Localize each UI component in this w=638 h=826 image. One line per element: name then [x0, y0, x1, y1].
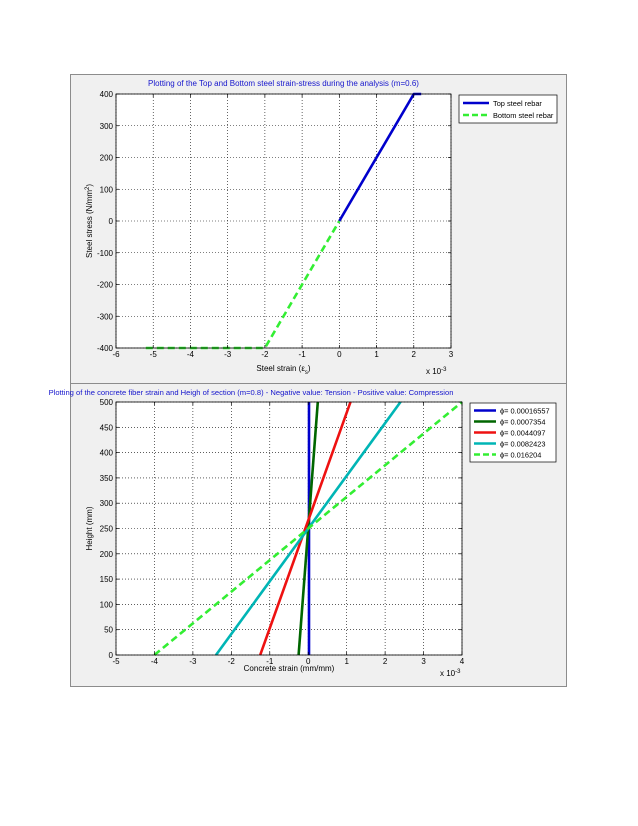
y-tick-label: 400	[100, 449, 114, 458]
y-tick-label: 200	[100, 550, 114, 559]
x-axis-multiplier: x 10-3	[426, 367, 447, 376]
y-tick-label: 400	[100, 90, 114, 99]
x-tick-label: -4	[187, 350, 195, 359]
y-axis-label: Height (mm)	[85, 506, 94, 550]
x-tick-label: -3	[224, 350, 232, 359]
x-axis-multiplier-exponent: -3	[441, 367, 447, 373]
y-tick-label: 500	[100, 398, 114, 407]
legend-box	[458, 94, 558, 124]
x-axis-multiplier-exponent: -3	[455, 669, 461, 675]
x-axis-label-end: )	[308, 364, 311, 373]
y-tick-label: 300	[100, 122, 114, 131]
y-tick-label: -200	[97, 281, 114, 290]
x-tick-label: 1	[374, 350, 379, 359]
series-line-5	[153, 400, 463, 657]
y-tick-label: 100	[100, 600, 114, 609]
y-tick-label: 250	[100, 525, 114, 534]
y-tick-label: 0	[109, 217, 114, 226]
y-tick-label: -100	[97, 249, 114, 258]
y-axis-label-end: )	[85, 184, 94, 187]
y-tick-label: 300	[100, 499, 114, 508]
legend-label-2: Bottom steel rebar	[493, 111, 554, 120]
x-tick-label: -5	[150, 350, 158, 359]
chart-title: Plotting of the concrete fiber strain an…	[49, 388, 454, 397]
plot-area	[116, 94, 451, 348]
x-tick-label: -3	[189, 657, 197, 666]
legend-label-1: Top steel rebar	[493, 99, 542, 108]
concrete-strain-height-chart: Plotting of the concrete fiber strain an…	[49, 388, 557, 678]
series-line-3	[258, 401, 352, 656]
x-axis-label-subscript: s	[305, 370, 308, 376]
x-axis-multiplier: x 10-3	[440, 669, 461, 678]
legend-label-4: ϕ= 0.0082423	[500, 440, 545, 449]
x-axis-label: Concrete strain (mm/mm)	[244, 664, 335, 673]
x-tick-label: 0	[306, 657, 311, 666]
legend-label-1: ϕ= 0.00016557	[500, 407, 550, 416]
x-tick-label: -1	[266, 657, 274, 666]
x-tick-label: 2	[383, 657, 388, 666]
y-axis-label: Steel stress (N/mm2)	[85, 184, 94, 258]
y-tick-label: 150	[100, 575, 114, 584]
x-tick-label: -2	[228, 657, 236, 666]
y-tick-label: 350	[100, 474, 114, 483]
figure-divider	[70, 383, 567, 384]
steel-strain-stress-chart: Plotting of the Top and Bottom steel str…	[85, 79, 558, 376]
x-tick-label: -1	[299, 350, 307, 359]
y-axis-label-superscript: 2	[85, 186, 91, 190]
x-tick-label: 0	[337, 350, 342, 359]
y-tick-label: -300	[97, 312, 114, 321]
x-tick-label: 2	[412, 350, 417, 359]
x-tick-label: 3	[449, 350, 454, 359]
legend-label-2: ϕ= 0.0007354	[500, 418, 545, 427]
x-tick-label: -5	[112, 657, 120, 666]
legend-label-3: ϕ= 0.0044097	[500, 429, 545, 438]
y-tick-label: 100	[100, 185, 114, 194]
x-tick-label: 4	[460, 657, 465, 666]
x-tick-label: 1	[344, 657, 349, 666]
x-tick-label: -4	[151, 657, 159, 666]
y-tick-label: -400	[97, 344, 114, 353]
y-tick-label: 0	[109, 651, 114, 660]
legend-label-5: ϕ= 0.016204	[500, 451, 541, 460]
x-tick-label: 3	[421, 657, 426, 666]
x-axis-label: Steel strain (εs)	[256, 364, 310, 376]
chart-title: Plotting of the Top and Bottom steel str…	[148, 79, 419, 88]
x-tick-label: -6	[112, 350, 120, 359]
y-tick-label: 450	[100, 423, 114, 432]
x-tick-label: -2	[261, 350, 269, 359]
y-tick-label: 50	[104, 626, 113, 635]
y-tick-label: 200	[100, 154, 114, 163]
